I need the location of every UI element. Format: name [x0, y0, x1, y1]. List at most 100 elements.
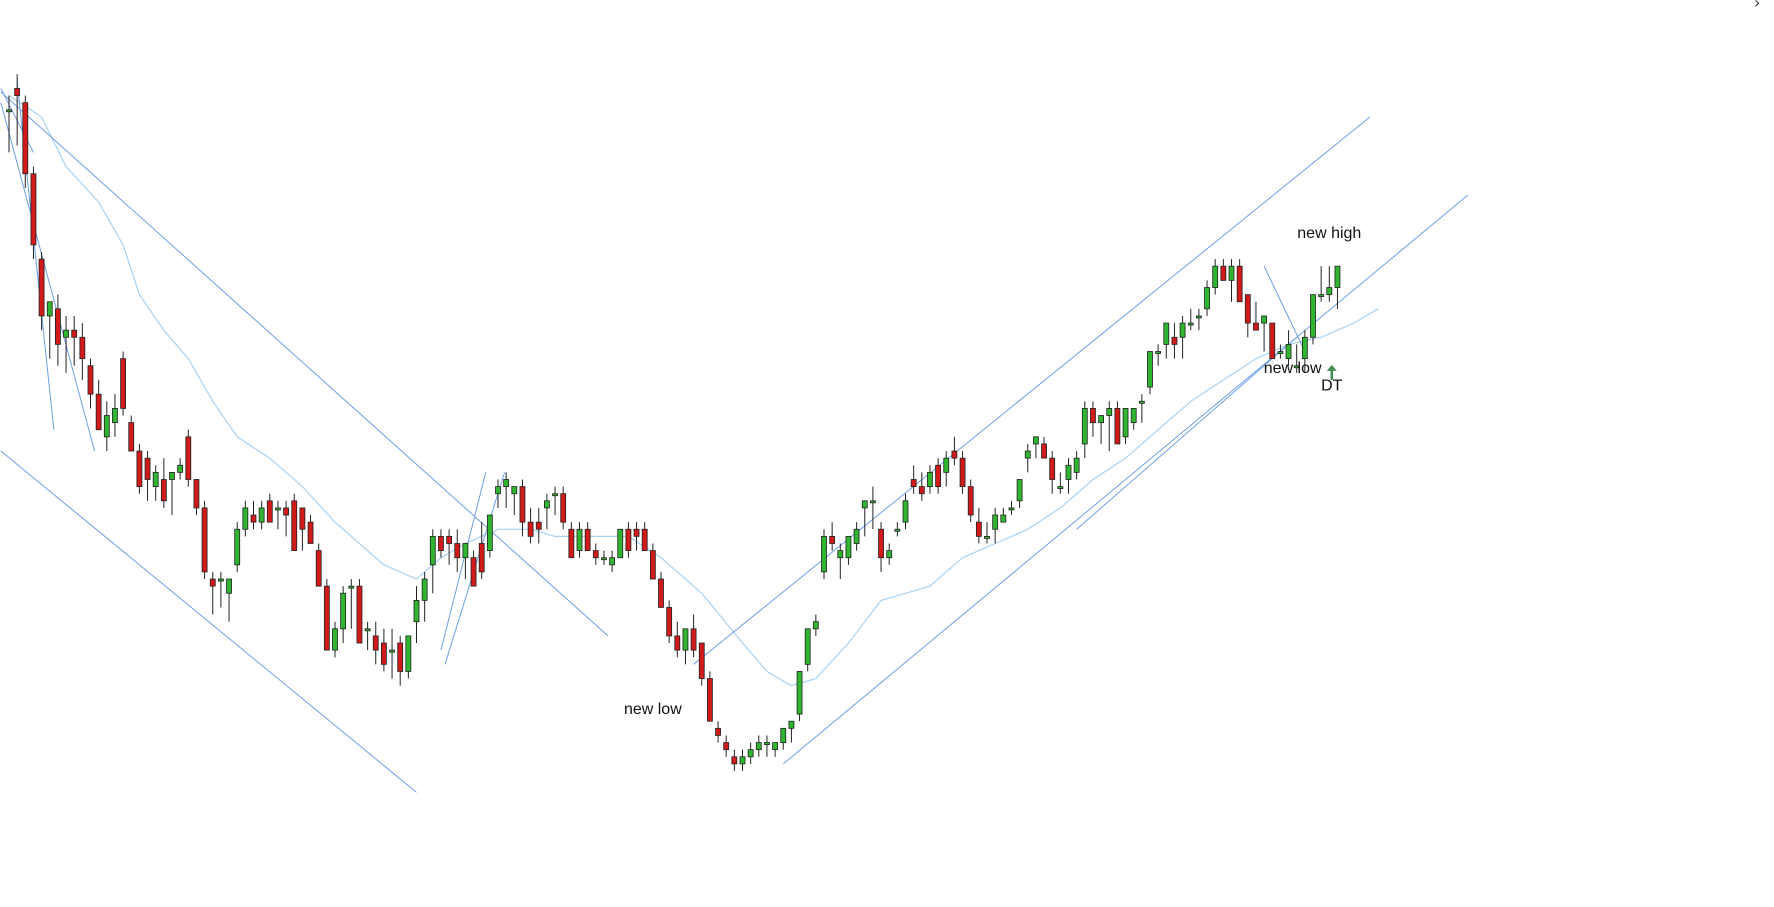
candle-body	[1228, 265, 1235, 281]
bearish-candle	[185, 429, 192, 487]
bearish-candle	[715, 721, 721, 743]
candle-body	[894, 528, 901, 532]
bearish-candle	[55, 294, 61, 366]
candle-body	[829, 535, 836, 544]
candle-body	[250, 514, 257, 523]
trendline-layer	[0, 81, 1469, 793]
bullish-candle	[389, 628, 395, 679]
bullish-candle	[837, 543, 844, 580]
bearish-candle	[380, 628, 387, 672]
bullish-candle	[821, 529, 827, 580]
candle-body	[152, 471, 159, 488]
bearish-candle	[519, 479, 526, 537]
candle-body	[1163, 322, 1170, 345]
candle-body	[739, 756, 746, 765]
bullish-candle	[609, 550, 615, 572]
bullish-candle	[747, 742, 754, 764]
candle-body	[217, 578, 224, 582]
candle-body	[772, 742, 778, 751]
candle-body	[967, 486, 974, 516]
bearish-candle	[975, 507, 982, 544]
bullish-candle	[682, 628, 689, 665]
bearish-candle	[470, 550, 477, 587]
candle-body	[1098, 415, 1104, 424]
candle-body	[6, 109, 12, 113]
candle-body	[38, 258, 45, 317]
bearish-candle	[568, 522, 575, 559]
candlestick-layer	[6, 74, 1341, 771]
candle-body	[495, 486, 501, 495]
bearish-candle	[71, 315, 78, 366]
candle-body	[1318, 294, 1325, 298]
bullish-candle	[242, 500, 249, 537]
bearish-candle	[1041, 436, 1047, 459]
bullish-candle	[1318, 266, 1325, 302]
candle-body	[674, 635, 681, 651]
candle-body	[1016, 479, 1023, 502]
candle-body	[601, 557, 607, 561]
candle-body	[1081, 407, 1088, 445]
candle-body	[193, 479, 200, 509]
bullish-candle	[601, 550, 607, 565]
candle-body	[755, 742, 762, 751]
bearish-candle	[30, 166, 37, 260]
bullish-candle	[1228, 259, 1235, 302]
candle-body	[633, 528, 640, 537]
candle-body	[438, 535, 444, 551]
bearish-candle	[95, 379, 102, 431]
bullish-candle	[63, 315, 69, 373]
candle-body	[788, 720, 795, 729]
bullish-candle	[1073, 451, 1080, 480]
candle-body	[1179, 322, 1186, 338]
bearish-candle	[918, 472, 925, 501]
bearish-candle	[1220, 259, 1227, 281]
bullish-candle	[413, 586, 420, 644]
candle-body	[511, 486, 518, 495]
bullish-candle	[1155, 344, 1162, 366]
candle-body	[666, 607, 673, 637]
bearish-candle	[38, 251, 45, 331]
bearish-candle	[356, 579, 363, 644]
bearish-candle	[438, 529, 444, 558]
candle-body	[576, 528, 583, 551]
candle-body	[356, 585, 363, 644]
candle-body	[943, 457, 950, 473]
candle-body	[266, 500, 273, 523]
candle-body	[30, 173, 37, 246]
bullish-candle	[1293, 344, 1300, 373]
candle-body	[1138, 400, 1145, 404]
bullish-candle	[462, 543, 469, 580]
bearish-candle	[201, 500, 208, 580]
bullish-candle	[943, 451, 950, 487]
candle-body	[1114, 407, 1121, 445]
trendline	[782, 194, 1469, 765]
bullish-candle	[258, 500, 265, 530]
candle-body	[242, 507, 249, 530]
candle-body	[837, 550, 844, 559]
candle-body	[878, 528, 884, 559]
candle-body	[340, 592, 347, 630]
bearish-candle	[1090, 401, 1096, 437]
candle-body	[617, 528, 624, 559]
bullish-candle	[405, 635, 412, 679]
candle-body	[234, 528, 241, 566]
candle-body	[951, 450, 958, 459]
bullish-candle	[340, 586, 347, 644]
candle-body	[747, 749, 754, 758]
bullish-candle	[364, 621, 371, 651]
candle-body	[275, 507, 281, 511]
candle-body	[1196, 315, 1202, 319]
bullish-candle	[1147, 351, 1153, 395]
candle-body	[470, 557, 477, 587]
candle-body	[641, 528, 648, 551]
bearish-candle	[128, 415, 135, 452]
bullish-candle	[112, 394, 118, 437]
candle-body	[307, 521, 314, 544]
bullish-candle	[421, 571, 428, 622]
candle-body	[1261, 315, 1267, 324]
candle-body	[1041, 443, 1047, 459]
candle-body	[503, 479, 510, 487]
bullish-candle	[1326, 266, 1333, 302]
candle-body	[1090, 407, 1096, 424]
candle-body	[1024, 450, 1031, 459]
